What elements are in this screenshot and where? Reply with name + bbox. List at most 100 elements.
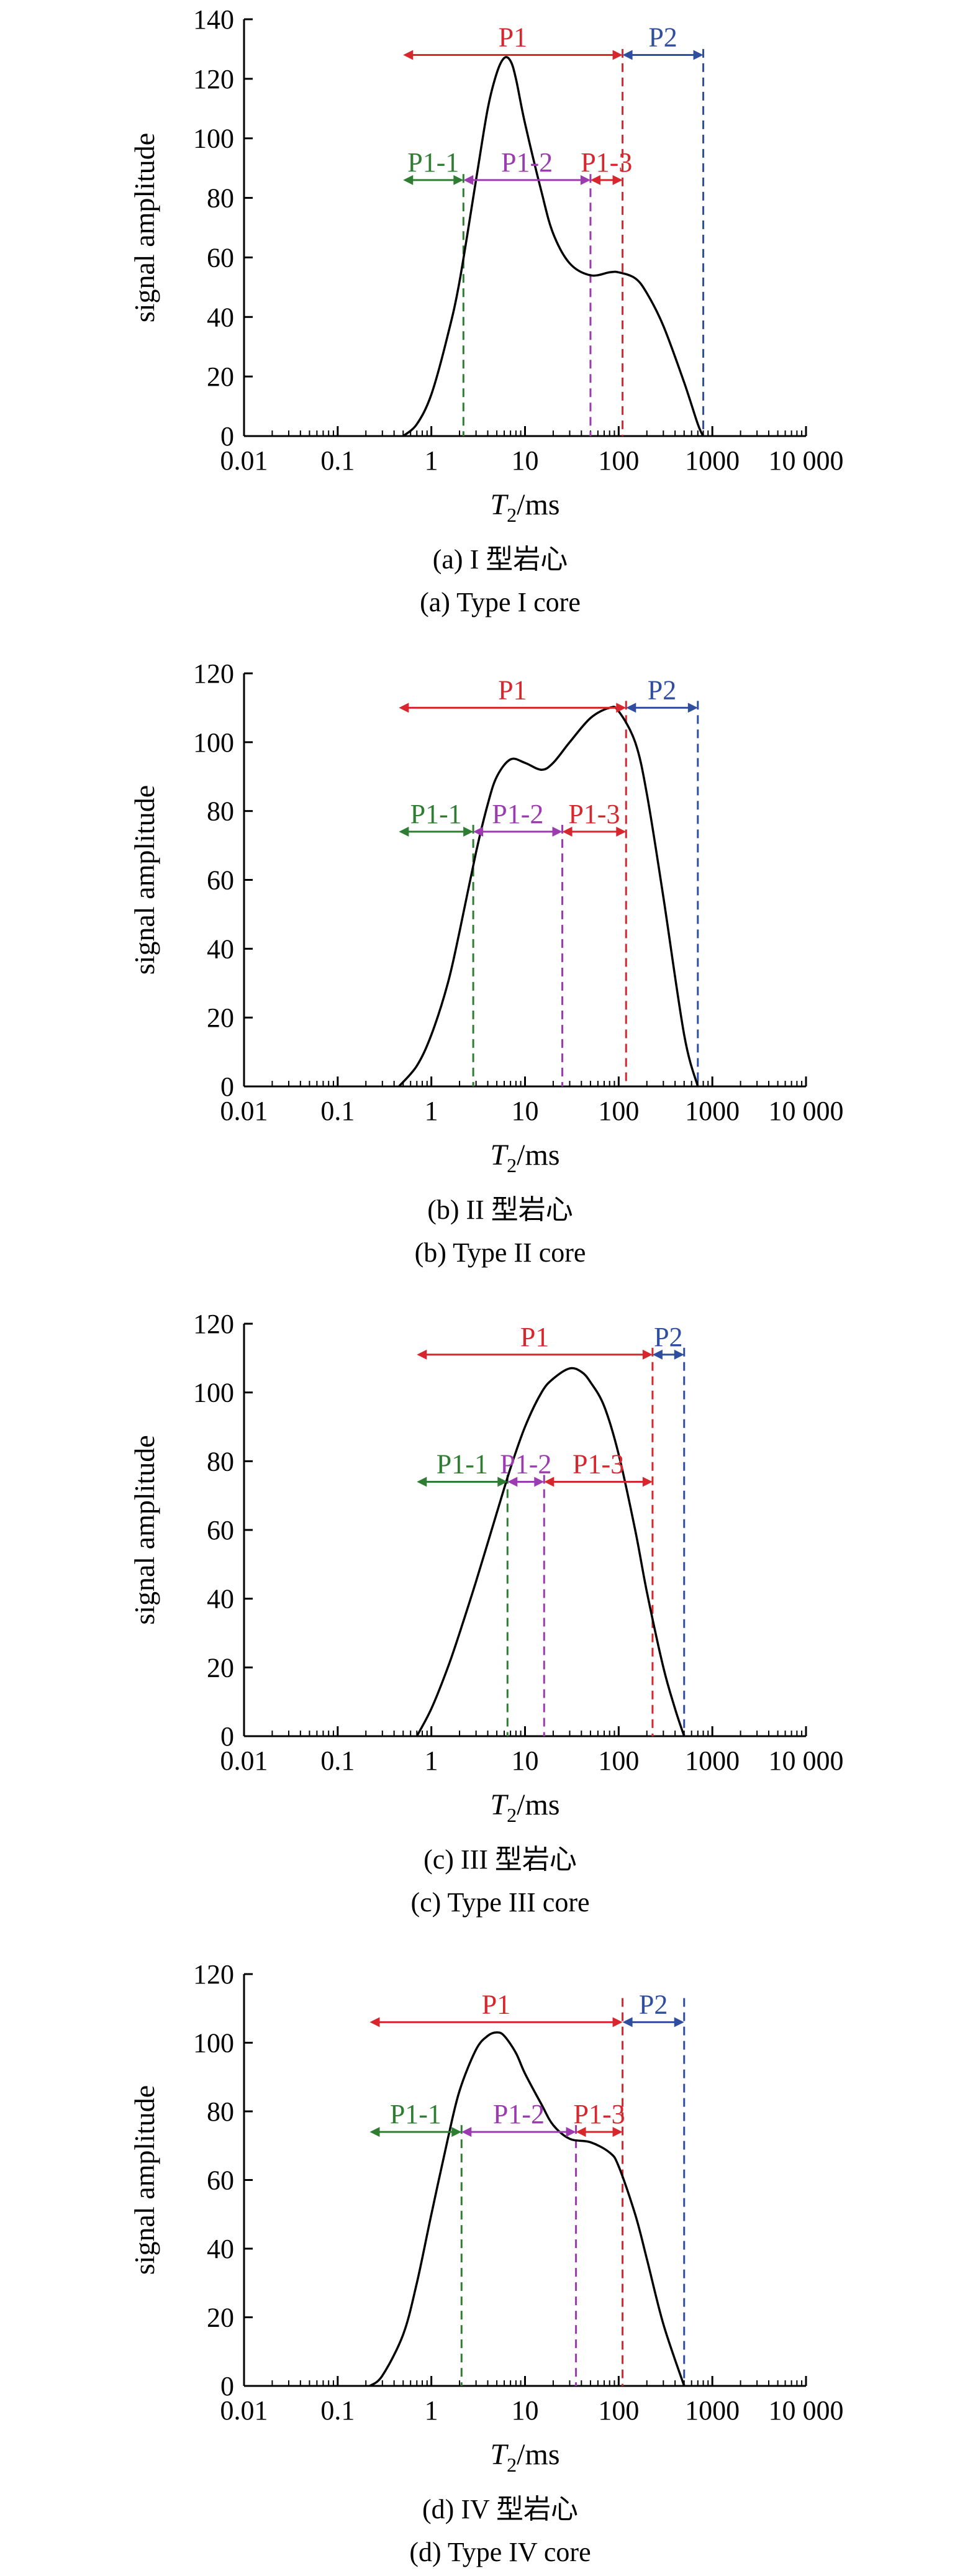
- x-tick-label: 0.01: [220, 445, 268, 476]
- x-tick-label: 100: [598, 1745, 639, 1776]
- arrowhead: [566, 2127, 576, 2137]
- caption-en: (c) Type III core: [410, 1887, 589, 1918]
- x-tick-label: 100: [598, 2395, 639, 2426]
- x-tick-label: 1: [425, 445, 438, 476]
- arrowhead: [461, 2127, 472, 2137]
- arrowhead: [497, 1477, 508, 1487]
- arrowhead: [642, 1477, 653, 1487]
- y-tick-label: 120: [193, 64, 234, 94]
- arrowhead: [369, 2127, 380, 2137]
- y-axis-label: signal amplitude: [129, 133, 160, 322]
- arrowhead: [580, 175, 591, 185]
- y-tick-label: 80: [207, 183, 234, 214]
- arrowhead: [507, 1477, 518, 1487]
- span-label-p1-1: P1-1: [437, 1449, 488, 1480]
- arrowhead: [687, 703, 698, 713]
- span-label-p1-3: P1-3: [581, 147, 632, 178]
- y-tick-label: 80: [207, 1446, 234, 1477]
- x-tick-label: 10: [512, 445, 539, 476]
- arrowhead: [403, 50, 414, 60]
- signal-curve: [369, 2031, 686, 2387]
- arrowhead: [612, 2127, 623, 2137]
- span-label-p1: P1: [520, 1322, 549, 1352]
- x-tick-label: 0.1: [320, 1096, 355, 1126]
- arrowhead: [612, 50, 623, 60]
- x-tick-label: 1000: [685, 1745, 740, 1776]
- y-tick-label: 120: [193, 658, 234, 689]
- y-tick-label: 0: [220, 2371, 234, 2401]
- x-tick-label: 100: [598, 445, 639, 476]
- y-tick-label: 60: [207, 2165, 234, 2196]
- caption-cn: (b) II 型岩心: [427, 1195, 573, 1225]
- arrowhead: [463, 826, 474, 837]
- x-tick-label: 10: [512, 2395, 539, 2426]
- y-tick-label: 40: [207, 302, 234, 332]
- chart-panel-3: 0 20 40 60 80 100 120 0.01 0.1 1 10 100 1000 10 000 si…: [129, 1309, 844, 1918]
- span-label-p2: P2: [648, 22, 677, 53]
- y-tick-label: 100: [193, 2028, 234, 2059]
- x-tick-label: 1: [425, 1745, 438, 1776]
- signal-curve: [415, 1367, 686, 1737]
- signal-curve: [398, 706, 699, 1088]
- chart-panel-4: 0 20 40 60 80 100 120 0.01 0.1 1 10 100 1000 10 000 si…: [129, 1959, 844, 2567]
- y-tick-label: 20: [207, 362, 234, 392]
- y-tick-label: 0: [220, 1072, 234, 1102]
- arrowhead: [616, 826, 627, 837]
- arrowhead: [612, 175, 623, 185]
- arrowhead: [693, 50, 704, 60]
- x-tick-label: 1000: [685, 2395, 740, 2426]
- span-label-p1-3: P1-3: [573, 1449, 624, 1480]
- arrowhead: [417, 1477, 427, 1487]
- y-tick-label: 20: [207, 1652, 234, 1683]
- y-axis-label: signal amplitude: [129, 1435, 160, 1624]
- signal-curve: [402, 56, 705, 437]
- arrowhead: [652, 1349, 663, 1360]
- arrowhead: [453, 175, 464, 185]
- x-tick-label: 0.01: [220, 2395, 268, 2426]
- x-tick-label: 10 000: [769, 2395, 844, 2426]
- y-tick-label: 100: [193, 1378, 234, 1408]
- y-tick-label: 60: [207, 242, 234, 273]
- y-tick-label: 0: [220, 421, 234, 452]
- y-tick-label: 40: [207, 934, 234, 964]
- x-tick-label: 10 000: [769, 1745, 844, 1776]
- x-axis-label: T2/ms: [490, 2438, 559, 2476]
- span-label-p1: P1: [498, 675, 527, 705]
- y-tick-label: 80: [207, 796, 234, 827]
- x-tick-label: 0.01: [220, 1745, 268, 1776]
- y-tick-label: 120: [193, 1309, 234, 1339]
- y-tick-label: 40: [207, 2234, 234, 2264]
- span-label-p1-1: P1-1: [410, 799, 462, 829]
- arrowhead: [590, 175, 600, 185]
- caption-en: (a) Type I core: [420, 587, 581, 617]
- y-axis-label: signal amplitude: [129, 2085, 160, 2275]
- y-tick-label: 60: [207, 1515, 234, 1545]
- chart-panel-1: 0 20 40 60 80 100 120 140 0.01 0.1 1 10 100 1000 10 00…: [129, 4, 844, 617]
- x-tick-label: 0.1: [320, 445, 355, 476]
- y-tick-label: 120: [193, 1959, 234, 1990]
- y-tick-label: 60: [207, 865, 234, 896]
- span-label-p1-3: P1-3: [568, 799, 620, 829]
- x-tick-label: 0.01: [220, 1096, 268, 1126]
- y-axis-label: signal amplitude: [129, 785, 160, 975]
- x-tick-label: 10 000: [769, 445, 844, 476]
- y-tick-label: 0: [220, 1721, 234, 1752]
- arrowhead: [674, 2017, 684, 2028]
- x-tick-label: 0.1: [320, 1745, 355, 1776]
- x-tick-label: 1: [425, 2395, 438, 2426]
- x-axis-label: T2/ms: [490, 1788, 559, 1826]
- arrowhead: [463, 175, 474, 185]
- x-tick-label: 10: [512, 1745, 539, 1776]
- span-label-p1-2: P1-2: [501, 147, 553, 178]
- arrowhead: [622, 2017, 633, 2028]
- x-axis-label: T2/ms: [490, 1139, 559, 1176]
- arrowhead: [612, 2017, 623, 2028]
- arrowhead: [544, 1477, 555, 1487]
- chart-panel-2: 0 20 40 60 80 100 120 0.01 0.1 1 10 100 1000 10 000 si…: [129, 658, 844, 1268]
- x-tick-label: 0.1: [320, 2395, 355, 2426]
- caption-en: (d) Type IV core: [409, 2537, 591, 2567]
- x-tick-label: 100: [598, 1096, 639, 1126]
- span-label-p1-2: P1-2: [493, 2099, 545, 2129]
- arrowhead: [534, 1477, 545, 1487]
